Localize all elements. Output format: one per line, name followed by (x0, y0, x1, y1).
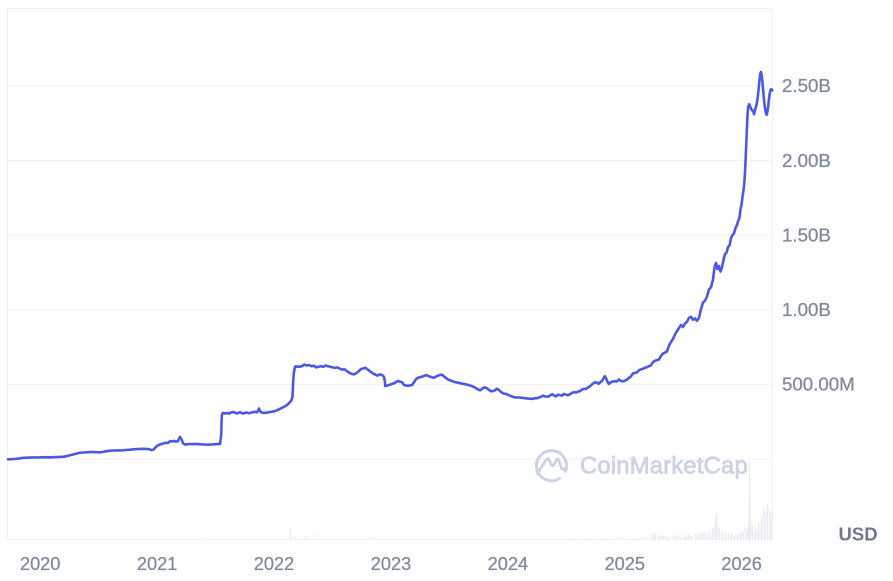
svg-text:500.00M: 500.00M (782, 374, 855, 395)
svg-text:2024: 2024 (488, 554, 528, 574)
svg-text:2.00B: 2.00B (782, 150, 831, 171)
svg-text:USD: USD (839, 524, 878, 545)
svg-text:CoinMarketCap: CoinMarketCap (580, 453, 748, 480)
svg-text:2022: 2022 (254, 554, 294, 574)
svg-text:2026: 2026 (721, 554, 761, 574)
svg-text:2021: 2021 (137, 554, 177, 574)
svg-text:2023: 2023 (371, 554, 411, 574)
svg-text:1.50B: 1.50B (782, 224, 831, 245)
svg-text:2.50B: 2.50B (782, 75, 831, 96)
svg-text:2025: 2025 (605, 554, 645, 574)
svg-text:1.00B: 1.00B (782, 299, 831, 320)
svg-text:2020: 2020 (20, 554, 60, 574)
